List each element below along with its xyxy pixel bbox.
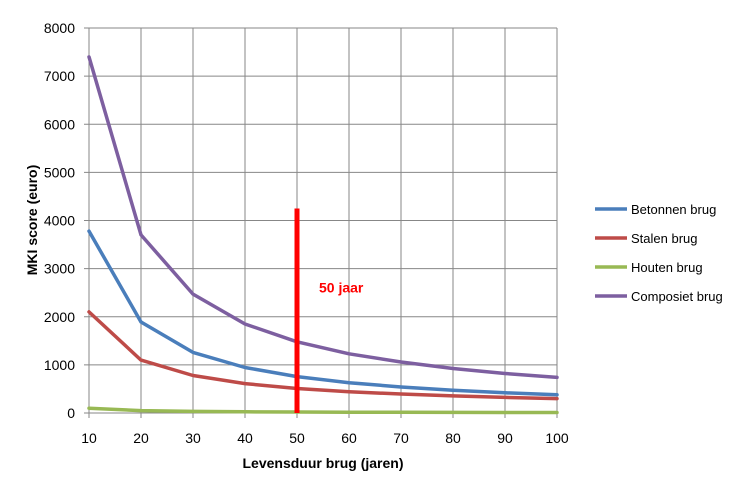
x-tick-label: 80 [445,430,461,446]
legend-label-houten-brug: Houten brug [631,260,703,275]
x-axis-title: Levensduur brug (jaren) [242,455,403,471]
x-tick-label: 40 [237,430,253,446]
legend-label-betonnen-brug: Betonnen brug [631,202,716,217]
x-tick-label: 90 [497,430,513,446]
y-tick-label: 8000 [44,20,75,36]
series-line-betonnen-brug [87,229,559,397]
grid-lines [88,27,558,414]
y-tick-label: 7000 [44,68,75,84]
y-tick-label: 3000 [44,261,75,277]
y-axis-title: MKI score (euro) [24,165,40,275]
series-line-composiet-brug [87,55,559,380]
x-tick-label: 30 [185,430,201,446]
y-tick-label: 0 [67,405,75,421]
series-lines [87,55,559,415]
y-tick-label: 2000 [44,309,75,325]
legend-label-composiet-brug: Composiet brug [631,289,723,304]
x-tick-label: 70 [393,430,409,446]
tick-labels: 0 1000 2000 3000 4000 5000 6000 7000 8000 10 20 30 4… [44,20,569,446]
annotation: 50 jaar [294,208,364,413]
x-tick-label: 60 [341,430,357,446]
x-tick-label: 100 [545,430,569,446]
x-tick-label: 20 [133,430,149,446]
annotation-label: 50 jaar [319,280,364,296]
legend: Betonnen brug Stalen brug Houten brug Compo… [595,202,723,304]
axes [84,27,558,418]
legend-label-stalen-brug: Stalen brug [631,231,698,246]
series-line-houten-brug [87,406,559,415]
series-line-stalen-brug [87,310,559,401]
y-tick-label: 5000 [44,164,75,180]
y-tick-label: 4000 [44,213,75,229]
x-tick-label: 50 [289,430,305,446]
y-tick-label: 6000 [44,116,75,132]
x-tick-label: 10 [81,430,97,446]
y-tick-label: 1000 [44,357,75,373]
